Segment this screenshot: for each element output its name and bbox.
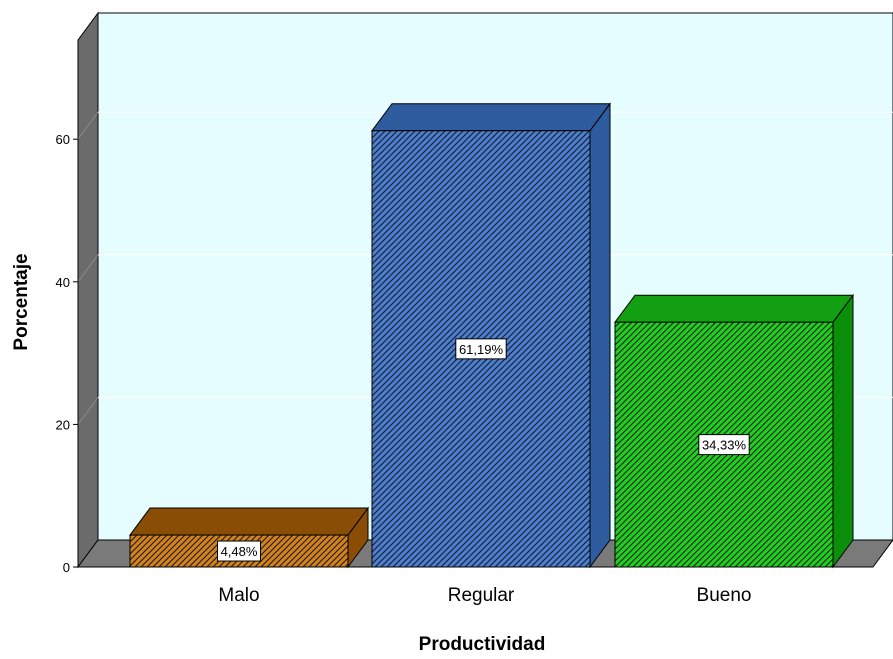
y-tick-label: 0: [63, 560, 70, 575]
bar-top: [130, 508, 368, 535]
x-axis-labels: Malo Regular Bueno: [218, 585, 751, 606]
x-axis-title: Productividad: [419, 634, 546, 655]
bar-side: [833, 295, 853, 567]
data-label: 34,33%: [702, 438, 747, 453]
x-category-label: Malo: [218, 585, 259, 606]
y-axis-title: Porcentaje: [11, 253, 32, 350]
bar-side: [590, 104, 610, 567]
bar-bueno: 34,33%: [615, 295, 853, 567]
y-tick-label: 60: [56, 132, 70, 147]
x-category-label: Bueno: [697, 585, 752, 606]
x-category-label: Regular: [448, 585, 515, 606]
side-wall: [78, 13, 98, 567]
y-tick-label: 20: [56, 417, 70, 432]
bar-top: [615, 295, 853, 322]
bar-malo: 4,48%: [130, 508, 368, 567]
bar-top: [372, 104, 610, 131]
data-label: 61,19%: [459, 342, 504, 357]
bar-regular: 61,19%: [372, 104, 610, 567]
y-tick-label: 40: [56, 275, 70, 290]
data-label: 4,48%: [221, 544, 258, 559]
y-axis-ticks: 0 20 40 60: [56, 40, 78, 575]
